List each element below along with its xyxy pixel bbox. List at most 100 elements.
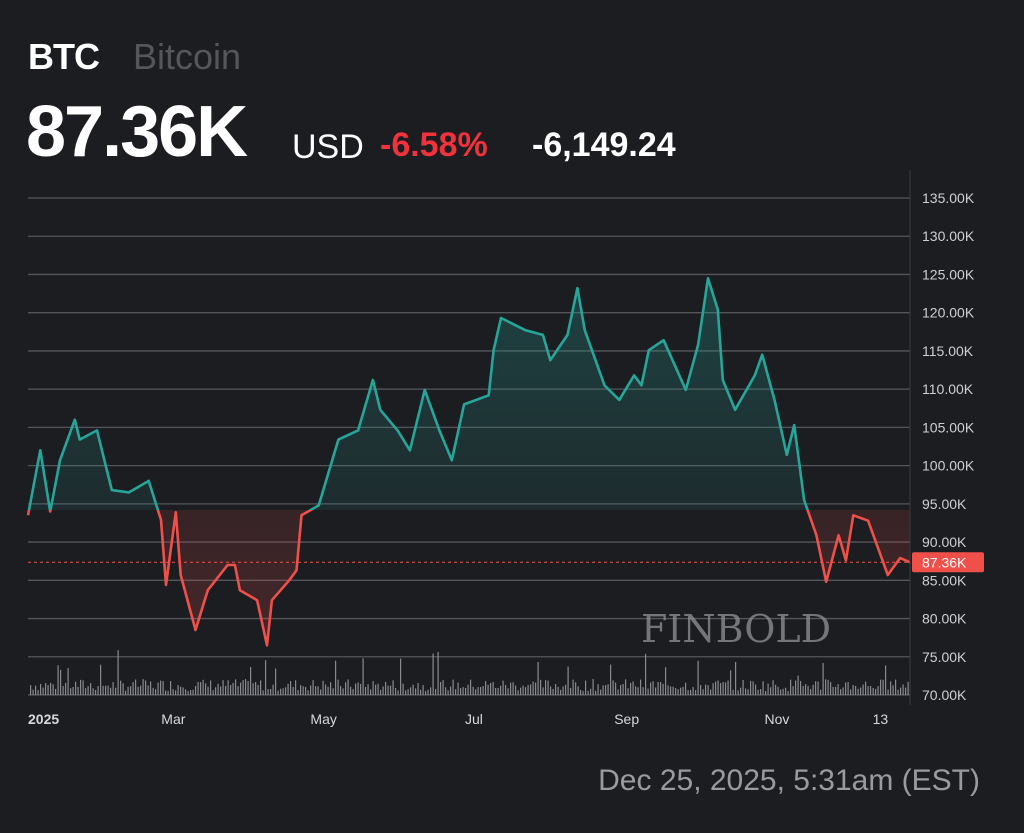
y-tick-label: 90.00K (922, 534, 967, 550)
volume-bar (777, 686, 779, 695)
volume-bar (502, 680, 504, 695)
volume-bar (600, 689, 602, 695)
area-fill-down (28, 509, 910, 646)
volume-bar (790, 679, 792, 695)
volume-bar (75, 681, 77, 695)
volume-bar (515, 685, 517, 695)
volume-bar (60, 669, 62, 695)
volume-bar (280, 688, 282, 695)
volume-bar (352, 689, 354, 695)
volume-bar (377, 683, 379, 695)
volume-bar (237, 686, 239, 695)
volume-bar (155, 689, 157, 695)
volume-bar (837, 684, 839, 695)
volume-bar (177, 685, 179, 695)
timestamp: Dec 25, 2025, 5:31am (EST) (598, 764, 980, 797)
y-tick-label: 75.00K (922, 649, 967, 665)
volume-bar (475, 689, 477, 695)
volume-bar (570, 688, 572, 695)
volume-bar (340, 686, 342, 695)
volume-bar (355, 683, 357, 695)
volume-bar (665, 667, 667, 695)
volume-bar (307, 690, 309, 695)
volume-bar (435, 688, 437, 695)
volume-bar (687, 690, 689, 695)
volume-bar (190, 689, 192, 695)
volume-bar (87, 686, 89, 695)
volume-bar (422, 685, 424, 695)
volume-bar (200, 682, 202, 695)
volume-bar (662, 683, 664, 695)
volume-bar (370, 689, 372, 695)
volume-bar (100, 664, 102, 695)
volume-bar (587, 690, 589, 695)
volume-bar (555, 684, 557, 695)
volume-bar (52, 684, 54, 695)
volume-bar (110, 687, 112, 695)
volume-bar (690, 689, 692, 695)
volume-bar (500, 685, 502, 695)
volume-bar (117, 650, 119, 695)
volume-bar (55, 688, 57, 695)
volume-bar (535, 682, 537, 695)
volume-bar (467, 684, 469, 695)
volume-bar (517, 690, 519, 695)
price-series (26, 277, 911, 647)
volume-bar (812, 684, 814, 695)
volume-bar (480, 687, 482, 695)
last-price-label: 87.36K (922, 554, 967, 570)
volume-bar (727, 680, 729, 695)
volume-bar (725, 682, 727, 695)
volume-bar (387, 685, 389, 695)
volume-bar (360, 683, 362, 695)
volume-bar (245, 679, 247, 695)
currency: USD (292, 128, 364, 166)
volume-bar (225, 685, 227, 695)
volume-bar (127, 686, 129, 695)
volume-bar (290, 681, 292, 695)
volume-bar (560, 689, 562, 695)
volume-bar (40, 683, 42, 695)
volume-bar (162, 681, 164, 695)
volume-bar (530, 684, 532, 695)
volume-bar (735, 661, 737, 695)
volume-bar (897, 689, 899, 695)
volume-bar (165, 690, 167, 695)
volume-bar (767, 683, 769, 695)
x-axis: 2025 Mar May Jul Sep Nov 13 (28, 711, 888, 727)
volume-bar (277, 690, 279, 695)
volume-bar (160, 680, 162, 695)
volume-bar (407, 689, 409, 695)
volume-bar (585, 680, 587, 695)
volume-bar (112, 682, 114, 695)
volume-bar (272, 684, 274, 695)
y-tick-label: 120.00K (922, 305, 975, 321)
volume-bar (312, 680, 314, 695)
y-tick-label: 110.00K (922, 381, 974, 397)
volume-bar (880, 679, 882, 695)
volume-bar (62, 685, 64, 695)
volume-bar (532, 681, 534, 695)
volume-bar (525, 687, 527, 695)
volume-bar (792, 686, 794, 695)
volume-bar (395, 688, 397, 695)
volume-bar (150, 681, 152, 695)
volume-bar (755, 684, 757, 695)
volume-bar (315, 686, 317, 695)
volume-bar (322, 680, 324, 695)
volume-bar (770, 687, 772, 695)
volume-bar (372, 681, 374, 695)
volume-bar (645, 653, 647, 695)
volume-bar (700, 684, 702, 695)
volume-bar (855, 685, 857, 695)
volume-bar (217, 683, 219, 695)
volume-bar (210, 680, 212, 695)
volume-bar (815, 681, 817, 695)
volume-bar (562, 686, 564, 695)
volume-bar (227, 680, 229, 695)
y-tick-label: 80.00K (922, 611, 967, 627)
volume-bar (577, 686, 579, 695)
volume-bar (460, 688, 462, 695)
volume-bar (862, 684, 864, 695)
volume-bar (327, 686, 329, 695)
